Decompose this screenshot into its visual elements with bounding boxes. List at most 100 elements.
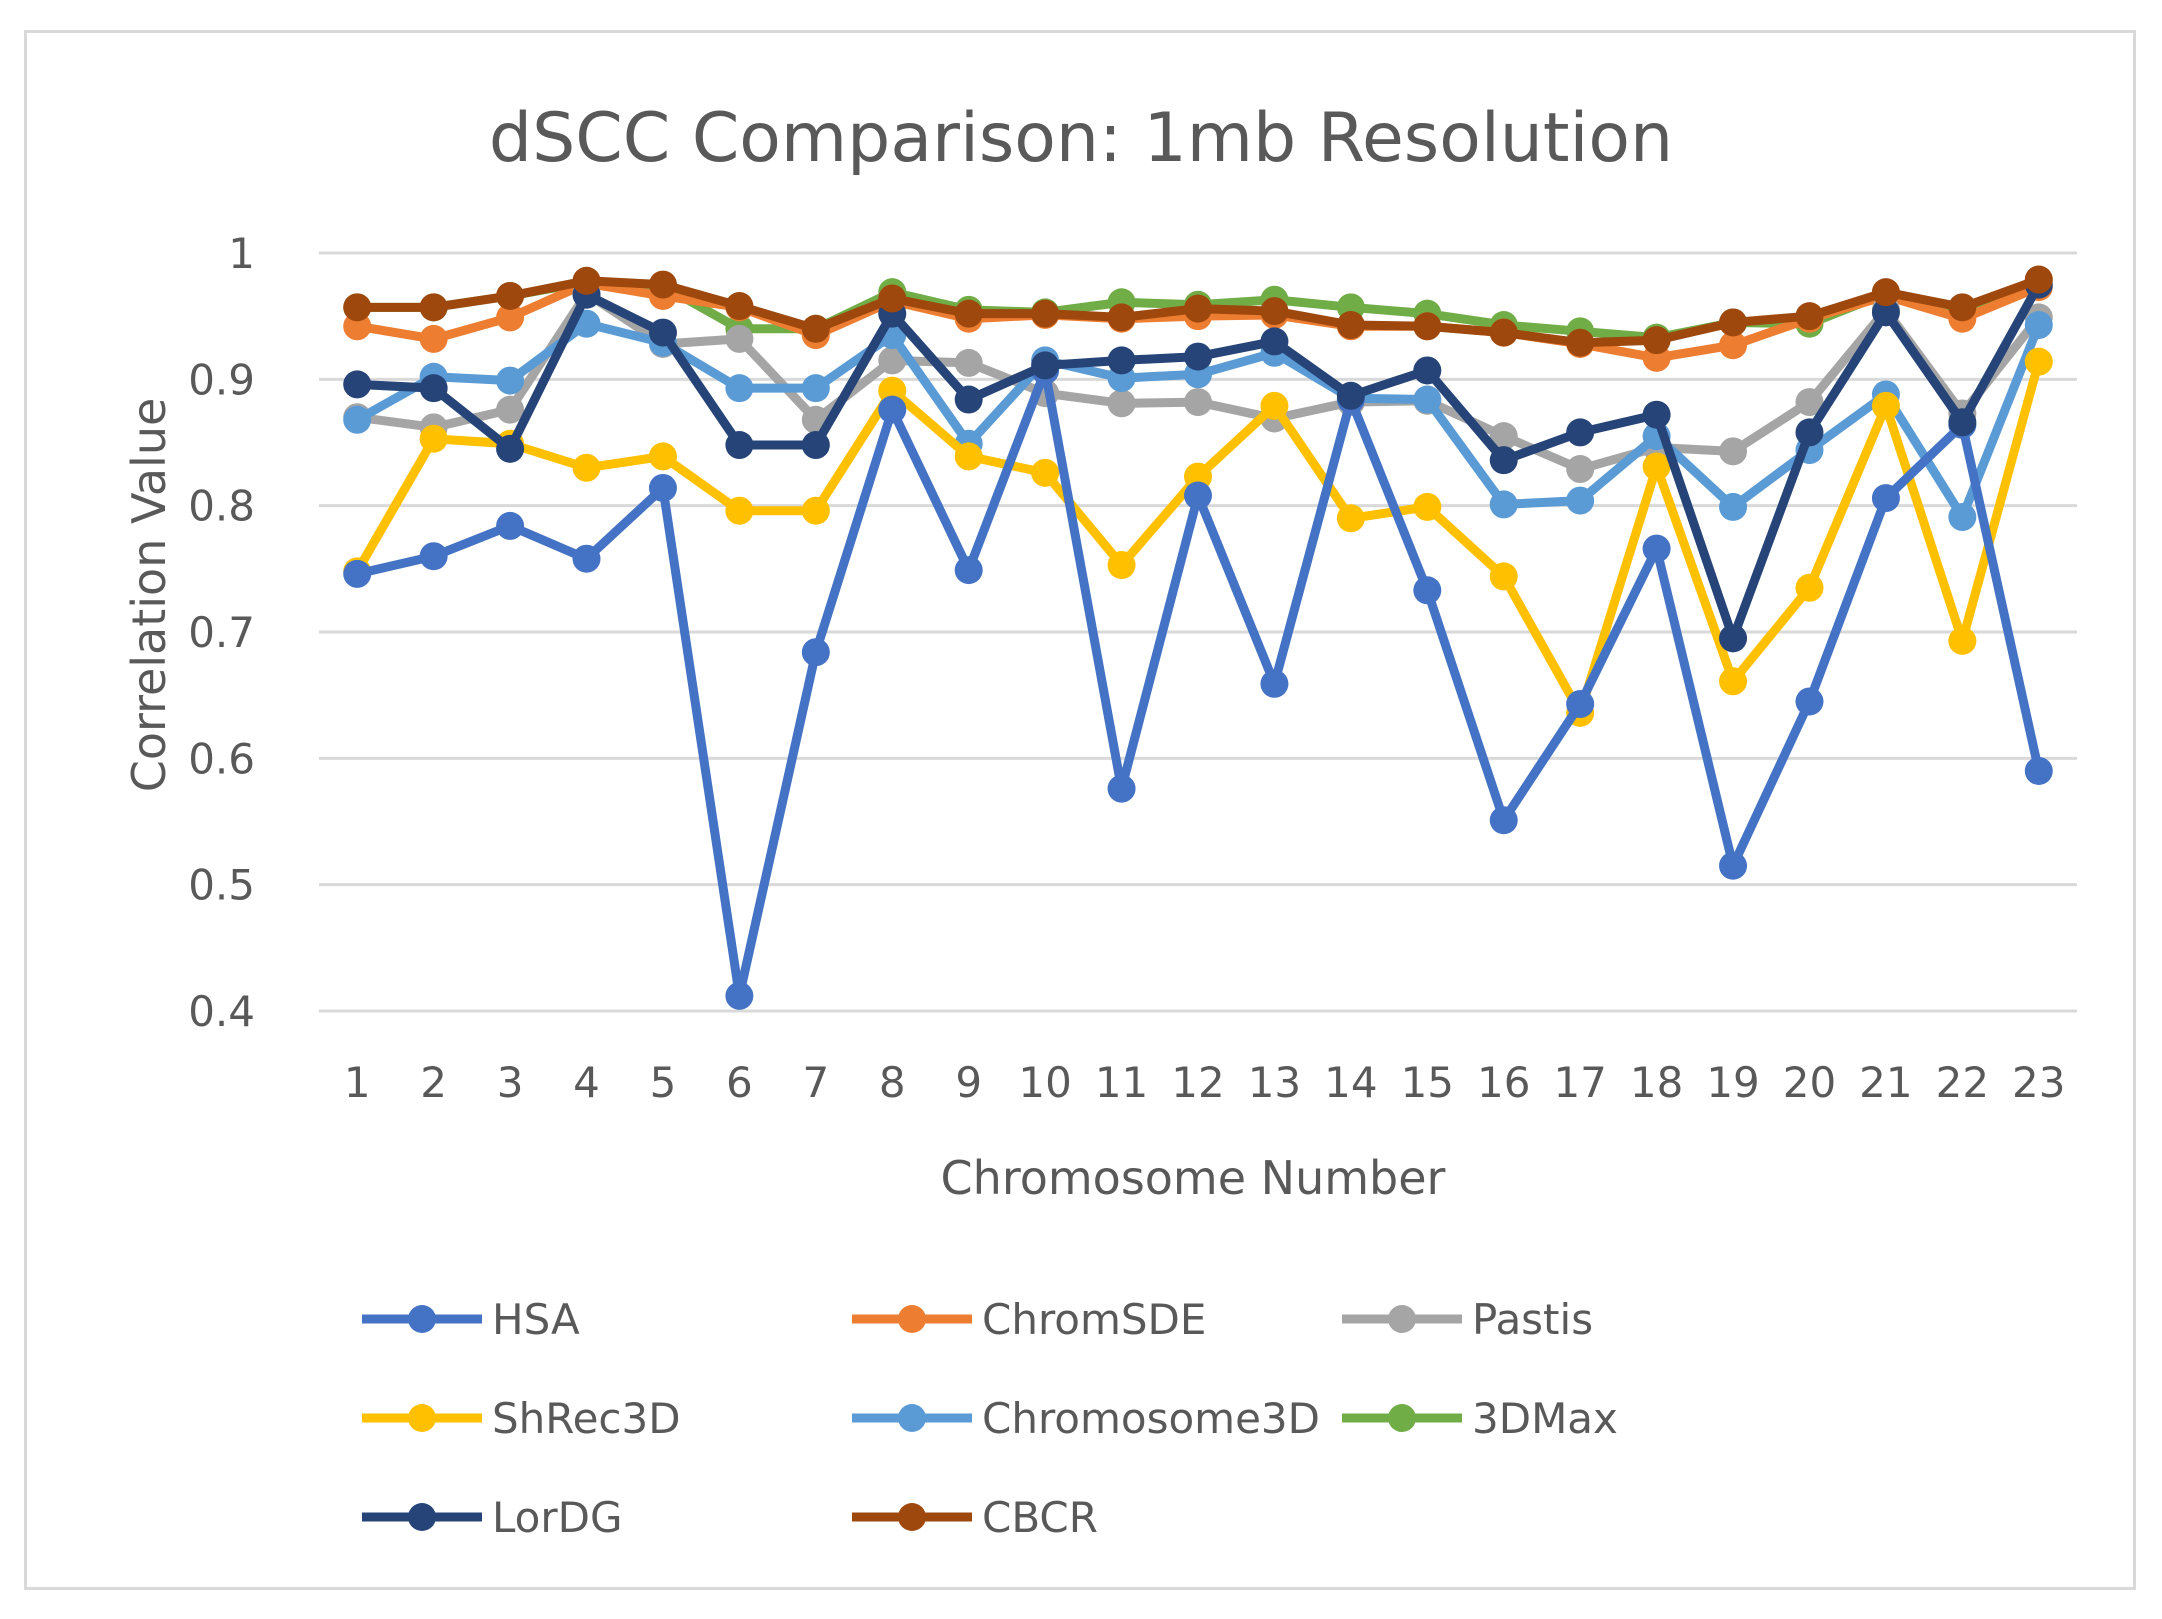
x-tick-label: 5 — [650, 1058, 677, 1107]
data-point-Chromosome3D-1 — [343, 405, 372, 434]
data-point-LorDG-21 — [1871, 298, 1900, 327]
y-axis-title: Correlation Value — [122, 398, 176, 793]
x-tick-label: 6 — [726, 1058, 753, 1107]
data-point-CBCR-11 — [1107, 303, 1136, 332]
data-point-Pastis-20 — [1795, 388, 1824, 417]
data-point-CBCR-12 — [1184, 294, 1212, 323]
data-point-ShRec3D-15 — [1413, 492, 1442, 521]
data-point-LorDG-6 — [725, 431, 754, 460]
legend-label-ShRec3D: ShRec3D — [492, 1394, 681, 1443]
y-tick-label: 0.8 — [188, 482, 255, 531]
legend-label-ChromSDE: ChromSDE — [982, 1295, 1206, 1344]
data-point-HSA-5 — [648, 473, 677, 502]
legend-label-HSA: HSA — [492, 1295, 580, 1344]
legend-item-ShRec3D: ShRec3D — [362, 1394, 681, 1443]
data-point-LorDG-10 — [1031, 351, 1060, 380]
data-point-HSA-4 — [572, 544, 601, 573]
data-point-HSA-11 — [1107, 774, 1136, 803]
data-point-LorDG-3 — [496, 434, 525, 463]
data-point-Chromosome3D-16 — [1489, 490, 1518, 519]
data-point-LorDG-12 — [1184, 342, 1212, 371]
data-point-HSA-6 — [725, 981, 754, 1010]
data-point-CBCR-8 — [878, 284, 907, 313]
y-tick-label: 0.4 — [188, 987, 255, 1036]
data-point-ShRec3D-2 — [419, 424, 448, 453]
x-tick-label: 8 — [879, 1058, 906, 1107]
x-tick-label: 10 — [1018, 1058, 1071, 1107]
data-point-Pastis-3 — [496, 395, 525, 424]
data-point-LorDG-2 — [419, 374, 448, 403]
legend-marker-Chromosome3D — [898, 1404, 926, 1432]
data-point-HSA-3 — [496, 511, 525, 540]
x-tick-label: 3 — [497, 1058, 524, 1107]
data-point-HSA-12 — [1184, 481, 1212, 510]
data-point-Pastis-16 — [1489, 422, 1518, 451]
y-tick-label: 0.9 — [188, 355, 255, 404]
data-point-LorDG-17 — [1566, 418, 1595, 447]
data-point-HSA-20 — [1795, 687, 1824, 716]
legend-marker-LorDG — [408, 1503, 436, 1531]
y-axis-ticks: 0.4 0.5 0.6 0.7 0.8 0.9 1 — [188, 229, 255, 1036]
data-point-ShRec3D-20 — [1795, 573, 1824, 602]
data-point-Pastis-12 — [1184, 388, 1212, 417]
data-point-CBCR-10 — [1031, 299, 1060, 328]
data-point-CBCR-20 — [1795, 302, 1824, 331]
data-point-CBCR-18 — [1642, 326, 1671, 355]
data-point-LorDG-11 — [1107, 346, 1136, 375]
line-chart: dSCC Comparison: 1mb Resolution 0.40.50.… — [122, 99, 2077, 1542]
x-tick-label: 21 — [1859, 1058, 1912, 1107]
data-point-ShRec3D-14 — [1336, 504, 1365, 533]
data-point-CBCR-23 — [2024, 265, 2053, 294]
y-tick-label: 1 — [228, 229, 255, 278]
legend-label-3DMax: 3DMax — [1472, 1394, 1618, 1443]
data-point-CBCR-13 — [1260, 297, 1289, 326]
x-tick-label: 22 — [1936, 1058, 1989, 1107]
legend-item-HSA: HSA — [362, 1295, 580, 1344]
data-point-HSA-17 — [1566, 690, 1595, 719]
data-point-ShRec3D-16 — [1489, 562, 1518, 591]
data-point-CBCR-15 — [1413, 312, 1442, 341]
data-point-LorDG-16 — [1489, 446, 1518, 475]
data-point-HSA-18 — [1642, 534, 1671, 563]
series-lines — [343, 265, 2053, 1010]
data-point-ShRec3D-23 — [2024, 347, 2053, 376]
x-tick-label: 9 — [955, 1058, 982, 1107]
data-point-LorDG-18 — [1642, 400, 1671, 429]
data-point-LorDG-14 — [1336, 381, 1365, 410]
data-point-HSA-2 — [419, 542, 448, 571]
legend-marker-Pastis — [1388, 1305, 1416, 1333]
legend: HSA ChromSDE Pastis ShRec3D Chromosome3D 3DMa… — [362, 1295, 1618, 1542]
data-point-Chromosome3D-22 — [1948, 503, 1977, 532]
data-point-CBCR-6 — [725, 292, 754, 321]
x-tick-label: 12 — [1171, 1058, 1224, 1107]
legend-marker-HSA — [408, 1305, 436, 1333]
data-point-HSA-7 — [801, 638, 830, 667]
series-CBCR — [343, 265, 2053, 357]
data-point-Chromosome3D-15 — [1413, 385, 1442, 414]
y-tick-label: 0.6 — [188, 734, 255, 783]
data-point-HSA-21 — [1871, 484, 1900, 513]
x-tick-label: 15 — [1401, 1058, 1454, 1107]
data-point-ShRec3D-22 — [1948, 626, 1977, 655]
x-tick-label: 16 — [1477, 1058, 1530, 1107]
data-point-ShRec3D-9 — [954, 442, 983, 471]
data-point-Pastis-6 — [725, 324, 754, 353]
x-axis-ticks: 1 2 3 4 5 6 7 8 9 10 11 12 13 14 15 16 17 18 19 20 21 22 23 — [344, 1058, 2066, 1107]
data-point-HSA-23 — [2024, 756, 2053, 785]
data-point-HSA-8 — [878, 395, 907, 424]
data-point-LorDG-1 — [343, 370, 372, 399]
x-tick-label: 20 — [1783, 1058, 1836, 1107]
data-point-LorDG-22 — [1948, 408, 1977, 437]
legend-marker-CBCR — [898, 1503, 926, 1531]
data-point-Pastis-8 — [878, 346, 907, 375]
data-point-CBCR-7 — [801, 314, 830, 343]
legend-label-Chromosome3D: Chromosome3D — [982, 1394, 1320, 1443]
data-point-HSA-15 — [1413, 576, 1442, 605]
data-point-HSA-16 — [1489, 806, 1518, 835]
data-point-Pastis-19 — [1719, 437, 1748, 466]
x-tick-label: 1 — [344, 1058, 371, 1107]
data-point-Chromosome3D-3 — [496, 366, 525, 395]
data-point-ShRec3D-6 — [725, 496, 754, 525]
data-point-ShRec3D-4 — [572, 453, 601, 482]
chart-title: dSCC Comparison: 1mb Resolution — [489, 99, 1673, 178]
